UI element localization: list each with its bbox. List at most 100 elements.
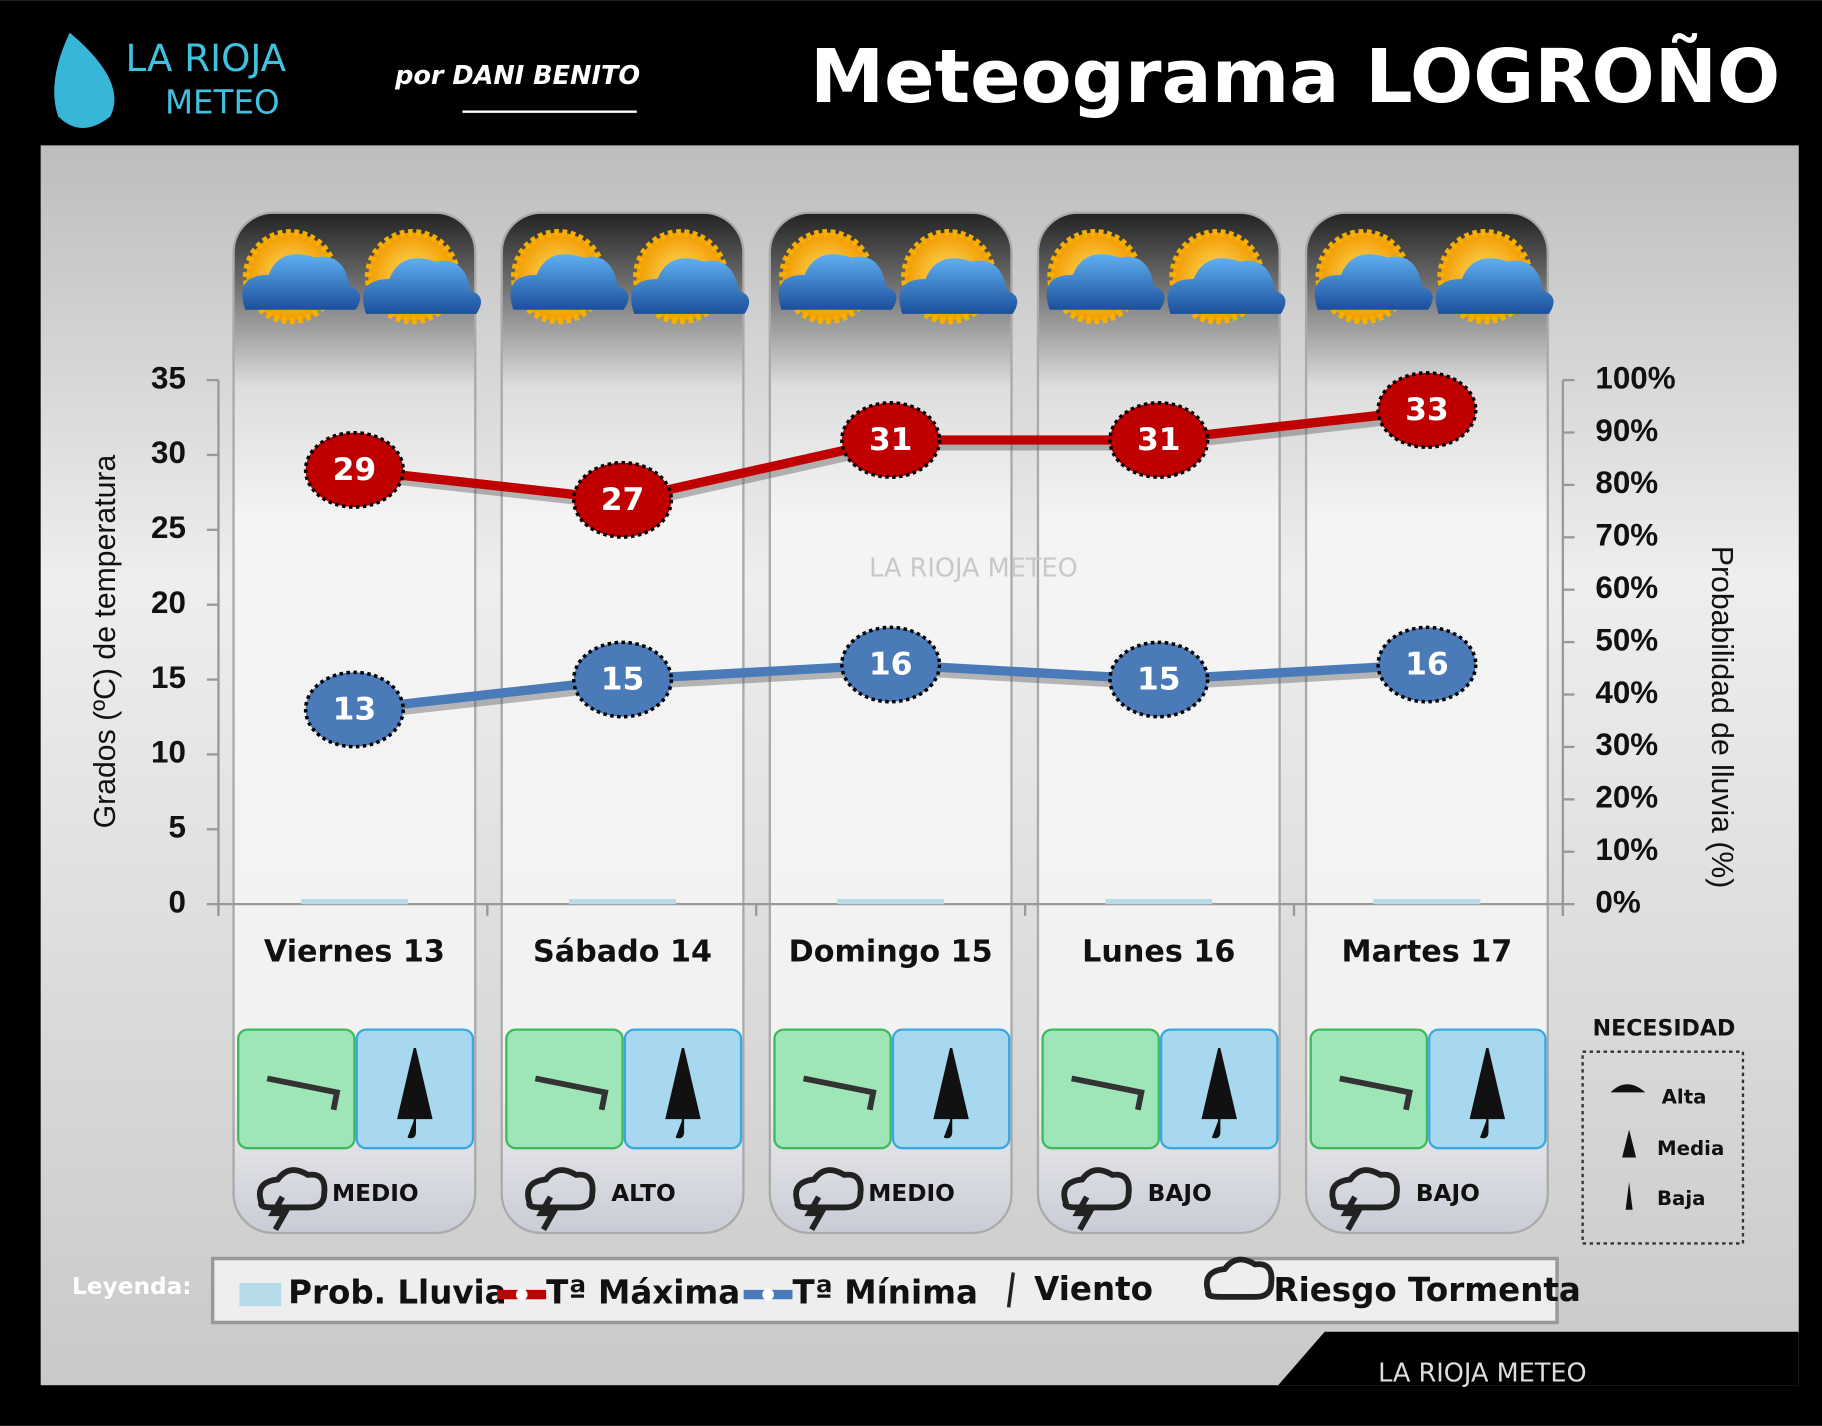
temp-point <box>1376 625 1478 704</box>
wind-box <box>505 1028 624 1150</box>
cloud-icon <box>631 258 750 314</box>
umbrella-media <box>1622 1129 1637 1158</box>
legend-label: Tª Máxima <box>546 1274 740 1312</box>
wind-arrow <box>1071 1075 1145 1111</box>
legend-box <box>210 1256 1559 1325</box>
temp-point <box>303 431 405 509</box>
day-label: Domingo 15 <box>789 934 993 969</box>
necesidad-box <box>1581 1050 1745 1245</box>
plot: 0 5 10 15 20 25 30 35 0% 10% 20% 30% 40% 50% 60% 70% 80%… <box>151 360 1676 919</box>
y2-tick-label: 100% <box>1595 360 1675 395</box>
footer-band <box>1278 1331 1799 1386</box>
day-label: Viernes 13 <box>264 934 445 969</box>
temp-point <box>1108 401 1210 479</box>
storm-risk: MEDIO <box>868 1180 955 1207</box>
temp-point <box>571 640 674 719</box>
temp-label: 33 <box>1405 392 1449 428</box>
footer-brand: LA RIOJA METEO <box>1378 1359 1587 1389</box>
y-tick-label: 0 <box>168 884 185 919</box>
temp-point <box>840 625 942 704</box>
day-card <box>1036 211 1281 1235</box>
legend-storm-icon <box>1203 1256 1275 1300</box>
day-label: Lunes 16 <box>1082 934 1235 969</box>
temp-label: 16 <box>869 647 913 683</box>
y2-tick-label: 50% <box>1595 622 1658 657</box>
temp-label: 15 <box>1137 662 1181 698</box>
y2-tick-label: 90% <box>1595 413 1658 448</box>
y2-axis-label: Probabilidad de lluvia (%) <box>1705 546 1738 888</box>
cloud-icon <box>1435 258 1554 314</box>
y-tick-label: 5 <box>168 810 185 845</box>
storm-icon <box>525 1167 596 1231</box>
logo-drop <box>54 32 115 128</box>
storm-risk: BAJO <box>1416 1180 1480 1207</box>
legend-wind: Viento <box>1034 1270 1153 1308</box>
title: Meteograma LOGROÑO <box>810 32 1780 120</box>
temp-label: 31 <box>869 422 913 458</box>
umbrella-icon <box>1201 1047 1237 1139</box>
legend-wind-icon <box>1006 1272 1015 1308</box>
y2-tick-label: 40% <box>1595 675 1658 710</box>
temp-label: 16 <box>1405 647 1449 683</box>
day-card <box>768 211 1013 1235</box>
temp-point <box>303 670 405 749</box>
logo-top: LA RIOJA <box>125 36 286 80</box>
temp-point <box>840 401 942 479</box>
storm-risk: BAJO <box>1148 1180 1212 1207</box>
wind-arrow <box>534 1075 609 1111</box>
temp-point <box>1108 640 1210 719</box>
y2-tick-label: 80% <box>1595 465 1658 500</box>
storm-icon <box>793 1167 864 1231</box>
y-tick-label: 15 <box>151 660 186 695</box>
temp-label: 29 <box>333 452 377 488</box>
temp-label: 13 <box>333 692 377 728</box>
legend-label: Prob. Lluvia <box>288 1274 506 1312</box>
necesidad-item: Baja <box>1657 1187 1705 1210</box>
rain-bar <box>569 898 676 905</box>
legend-swatch <box>239 1282 282 1307</box>
umbrella-baja <box>1625 1181 1633 1210</box>
legend-dot <box>515 1288 528 1301</box>
temp-label: 27 <box>601 482 645 518</box>
temp-point <box>571 460 674 539</box>
wind-box <box>773 1028 892 1150</box>
logo-bottom: METEO <box>165 84 280 122</box>
wind-box <box>1041 1028 1160 1150</box>
wind-box <box>1309 1028 1429 1150</box>
rain-bar <box>837 898 945 905</box>
necesidad-item: Media <box>1657 1137 1724 1160</box>
cloud-icon <box>778 254 897 310</box>
umbrella-icon <box>397 1047 433 1139</box>
storm-icon <box>1061 1167 1132 1231</box>
rain-bar <box>300 898 408 905</box>
temp-point <box>1376 371 1478 449</box>
umbrella-icon <box>933 1047 969 1139</box>
y-tick-label: 20 <box>151 585 186 620</box>
cloud-icon <box>510 254 629 310</box>
y2-tick-label: 70% <box>1595 518 1658 553</box>
wind-arrow <box>1339 1075 1413 1111</box>
y-tick-label: 25 <box>151 510 186 545</box>
necesidad-title: NECESIDAD <box>1593 1017 1736 1042</box>
cloud-icon <box>1046 254 1165 310</box>
day-cards: Viernes 13 MEDIO Sábado 14 ALTO Domingo 15 ME… <box>232 211 1554 1235</box>
temp-label: 15 <box>601 662 645 698</box>
day-card <box>1304 211 1549 1235</box>
umbrella-alta <box>1610 1084 1646 1093</box>
wind-arrow <box>266 1075 341 1111</box>
cloud-icon <box>1167 258 1286 314</box>
cloud-icon <box>242 254 361 310</box>
author: por DANI BENITO <box>394 61 640 91</box>
y2-tick-label: 10% <box>1595 832 1658 867</box>
wind-arrow <box>802 1075 877 1111</box>
rain-bar <box>1105 898 1213 905</box>
storm-icon <box>1329 1167 1400 1231</box>
watermark: LA RIOJA METEO <box>869 553 1078 583</box>
wind-box <box>237 1028 356 1150</box>
storm-risk: MEDIO <box>332 1180 419 1207</box>
y2-tick-label: 30% <box>1595 727 1658 762</box>
y-axis-label: Grados (ºC) de temperatura <box>89 455 122 829</box>
rain-bar <box>1373 898 1481 905</box>
y-tick-label: 35 <box>151 360 186 395</box>
